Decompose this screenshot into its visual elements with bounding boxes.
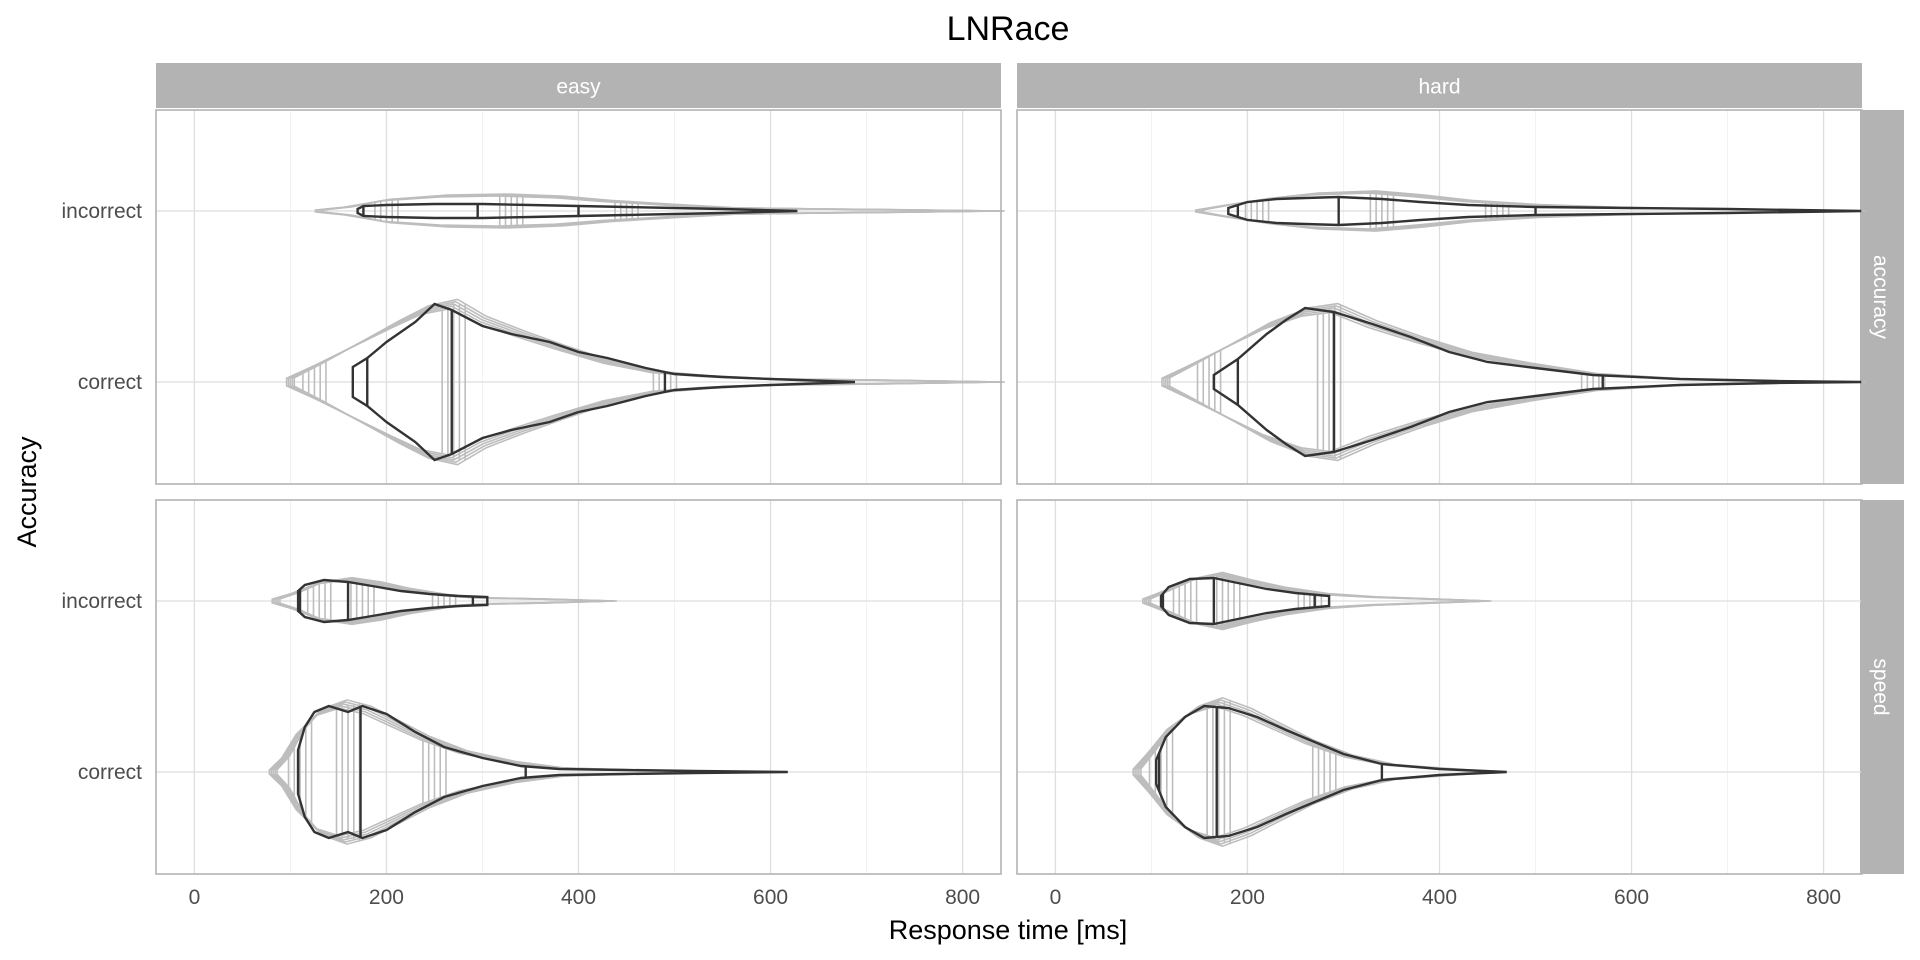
simulated-violin-outline: [1149, 571, 1492, 631]
x-tick-label: 800: [945, 886, 980, 909]
observed-violin-easy-accuracy-correct: [351, 302, 856, 462]
panel-border-easy-accuracy: [155, 109, 1002, 485]
x-tick-label: 400: [1422, 886, 1457, 909]
facet-strip-accuracy: [1860, 110, 1904, 484]
observed-violin-easy-speed-incorrect: [296, 578, 489, 624]
simulated-violin-easy-accuracy-correct: [285, 298, 1005, 466]
x-tick-label: 200: [1230, 886, 1265, 909]
facet-strip-label-accuracy: accuracy: [1869, 255, 1892, 340]
panel-border-hard-accuracy: [1016, 109, 1863, 485]
simulated-violin-easy-accuracy-incorrect: [314, 193, 1005, 229]
observed-violin-outline: [351, 302, 856, 462]
facet-strip-speed: [1860, 500, 1904, 874]
x-tick-label: 0: [1050, 886, 1062, 909]
panel-border-hard-speed: [1016, 499, 1863, 875]
simulated-violin-outline: [322, 193, 1005, 229]
x-tick-label: 400: [561, 886, 596, 909]
x-tick-label: 600: [1614, 886, 1649, 909]
panel-grid: [156, 500, 1001, 874]
observed-violin-outline: [1155, 704, 1507, 840]
panel-grid: [156, 110, 1001, 484]
facet-strip-label-easy: easy: [556, 76, 601, 99]
facet-panels: easy hard accuracy speed incorrect correct inc…: [61, 63, 1904, 909]
observed-violin-outline: [1159, 576, 1331, 626]
panel-grid: [1017, 110, 1862, 484]
y-axis-title: Accuracy: [12, 436, 42, 548]
simulated-violin-easy-speed-incorrect: [271, 576, 617, 626]
x-axis-title: Response time [ms]: [889, 915, 1128, 945]
facet-strip-hard: [1017, 63, 1862, 108]
observed-violin-hard-speed-correct: [1155, 704, 1507, 840]
y-tick-label-incorrect: incorrect: [61, 200, 142, 223]
observed-violin-easy-accuracy-incorrect: [356, 202, 798, 220]
x-tick-label: 200: [369, 886, 404, 909]
observed-violin-outline: [1212, 306, 1863, 458]
observed-violin-easy-speed-correct: [296, 704, 788, 840]
y-tick-label-correct: correct: [78, 371, 142, 394]
x-tick-label: 0: [189, 886, 201, 909]
y-tick-label-incorrect: incorrect: [61, 590, 142, 613]
x-tick-label: 600: [753, 886, 788, 909]
facet-strip-easy: [156, 63, 1001, 108]
y-tick-label-correct: correct: [78, 761, 142, 784]
facet-strip-label-hard: hard: [1418, 76, 1460, 99]
observed-violin-hard-accuracy-incorrect: [1227, 195, 1863, 227]
observed-violin-outline: [356, 202, 798, 220]
panel-border-easy-speed: [155, 499, 1002, 875]
observed-violin-hard-accuracy-correct: [1212, 306, 1863, 458]
panel-grid: [1017, 500, 1862, 874]
facet-strip-label-speed: speed: [1869, 658, 1892, 715]
chart-title: LNRace: [947, 10, 1070, 48]
observed-violin-hard-speed-incorrect: [1159, 576, 1331, 626]
simulated-violin-outline: [293, 298, 1005, 466]
x-tick-label: 800: [1806, 886, 1841, 909]
observed-violin-outline: [1227, 195, 1863, 227]
